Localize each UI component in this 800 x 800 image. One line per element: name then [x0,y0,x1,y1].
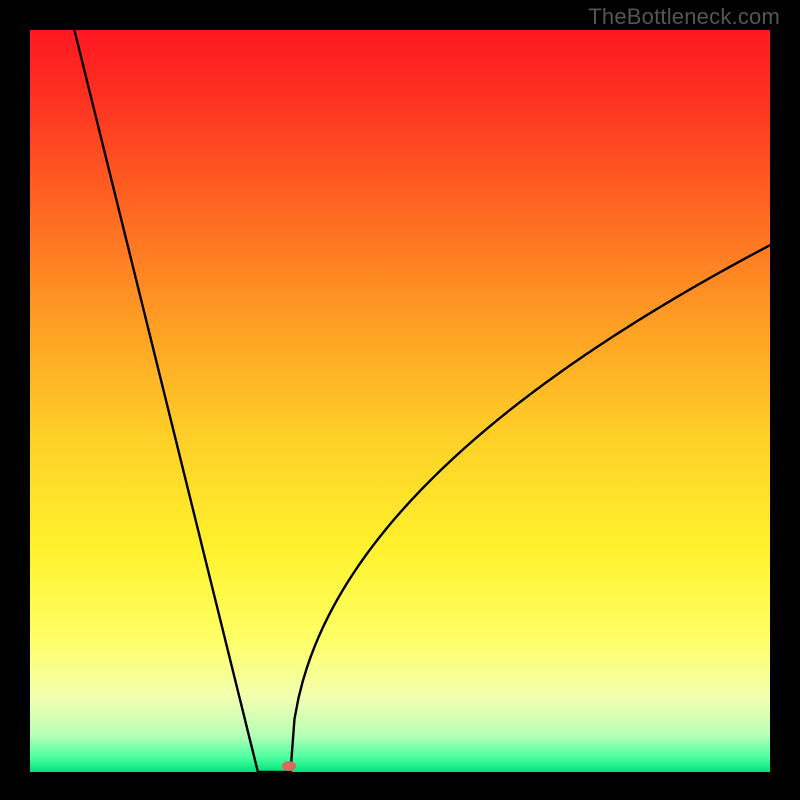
watermark-text: TheBottleneck.com [588,4,780,30]
gradient-background [30,30,770,772]
minimum-marker [282,761,296,771]
plot-area [30,30,770,772]
chart-frame: TheBottleneck.com [0,0,800,800]
plot-svg [30,30,770,772]
